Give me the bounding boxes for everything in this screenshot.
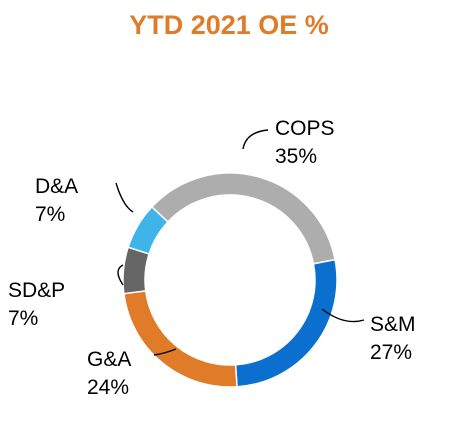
slice-d-a [127,205,169,255]
slice-label-cops: COPS [275,117,335,140]
leader-line-d-a [115,182,134,213]
leader-line-cops [242,129,269,150]
slice-value-d-a: 7% [35,203,65,226]
slice-s-m [234,258,338,388]
leader-line-g-a [153,348,177,356]
slice-sd-p [122,246,151,295]
slice-value-g-a: 24% [87,376,129,399]
slice-value-s-m: 27% [370,341,412,364]
leader-line-sd-p [117,264,124,286]
leader-lines [115,129,365,356]
slice-label-sd-p: SD&P [8,279,65,302]
chart-title: YTD 2021 OE % [129,10,329,40]
slice-label-s-m: S&M [370,313,416,336]
slice-value-cops: 35% [275,145,317,168]
leader-line-s-m [321,308,365,323]
slice-labels: COPS 35% S&M 27% G&A 24% SD&P 7% D&A 7% [8,117,416,399]
slice-label-g-a: G&A [87,348,131,371]
slice-value-sd-p: 7% [8,307,38,330]
slice-cops [150,172,336,265]
slice-g-a [123,290,238,388]
slice-label-d-a: D&A [35,175,78,198]
donut-slices [122,172,338,388]
